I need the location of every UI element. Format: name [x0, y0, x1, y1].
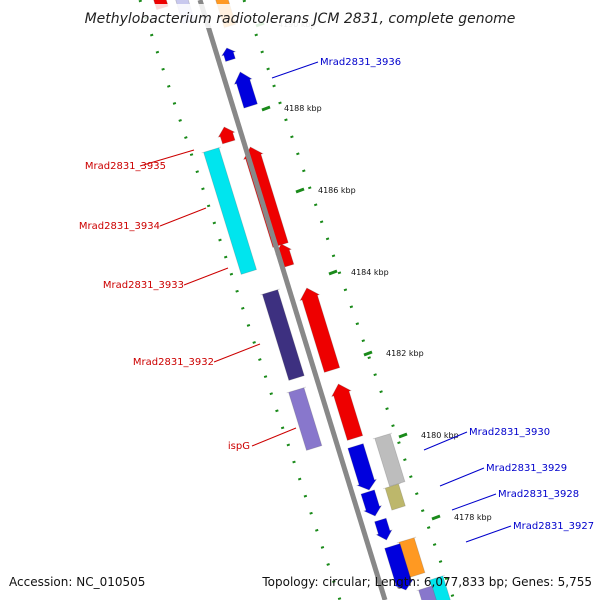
tick-mark [363, 350, 373, 357]
page-title: Methylobacterium radiotolerans JCM 2831,… [85, 11, 516, 27]
genome-summary: Topology: circular; Length: 6,077,833 bp… [262, 575, 592, 589]
leader-line [439, 467, 485, 487]
gene-label: Mrad2831_3928 [498, 489, 579, 500]
tick-label: 4184 kbp [351, 268, 389, 277]
tick-label: 4180 kbp [421, 431, 459, 440]
gene-label: Mrad2831_3932 [133, 357, 214, 368]
genome-backbone [197, 0, 388, 600]
gene-arrow-cyan-b [427, 574, 451, 600]
gene-label: ispG [228, 441, 250, 452]
gene-arrow-mrad2831-3929 [360, 489, 383, 517]
gene-label: Mrad2831_3934 [79, 221, 160, 232]
gene-arrow-mrad2831-3936 [233, 71, 258, 109]
tick-label: 4186 kbp [318, 186, 356, 195]
tick-label: 4182 kbp [386, 349, 424, 358]
gene-arrow-ispg [286, 386, 323, 451]
leader-line [465, 525, 512, 543]
label-leaders [139, 61, 512, 543]
gene-arrow-mrad2831-3935 [217, 126, 236, 145]
gene-arrow-mrad2831-3928 [383, 482, 406, 511]
tick-mark [328, 269, 338, 276]
gene-arrow-blue-b [384, 543, 415, 591]
tick-mark [295, 187, 305, 194]
gene-arrow-mrad2831-3927 [396, 536, 426, 578]
tick-mark [398, 432, 408, 439]
leader-line [159, 207, 207, 227]
gene-arrow-mrad2831-3936-a [220, 47, 237, 63]
gene-label: Mrad2831_3935 [85, 161, 166, 172]
gene-label: Mrad2831_3936 [320, 57, 401, 68]
leader-line [213, 343, 261, 363]
gene-label: Mrad2831_3930 [469, 427, 550, 438]
tick-mark [431, 514, 441, 521]
dotted-guides [138, 0, 456, 600]
gene-arrow-mrad2831-3932 [260, 288, 305, 381]
leader-line [451, 493, 497, 511]
gene-label: Mrad2831_3929 [486, 463, 567, 474]
tick-label: 4178 kbp [454, 513, 492, 522]
gene-arrow-red [299, 287, 341, 373]
gene-label: Mrad2831_3927 [513, 521, 594, 532]
gene-arrows [153, 0, 451, 600]
gene-arrow-red-b [330, 383, 364, 441]
gene-label: Mrad2831_3933 [103, 280, 184, 291]
gene-arrow-mrad2831-3930 [347, 443, 378, 491]
leader-line [251, 427, 297, 447]
leader-line [423, 431, 468, 451]
title-backdrop [80, 4, 520, 28]
gene-arrow-blue [374, 517, 393, 541]
gene-arrow-cyan [201, 146, 257, 275]
leader-line [271, 61, 319, 79]
tick-label: 4188 kbp [284, 104, 322, 113]
leader-line [183, 267, 229, 286]
accession-text: Accession: NC_010505 [9, 575, 146, 589]
gene-labels: Mrad2831_3936 Mrad2831_3930 Mrad2831_3929 M… [79, 57, 594, 532]
gene-arrow-gray [372, 432, 406, 487]
leader-line [139, 149, 195, 167]
gene-arrow-lavender [416, 584, 437, 600]
tick-mark [261, 105, 271, 112]
